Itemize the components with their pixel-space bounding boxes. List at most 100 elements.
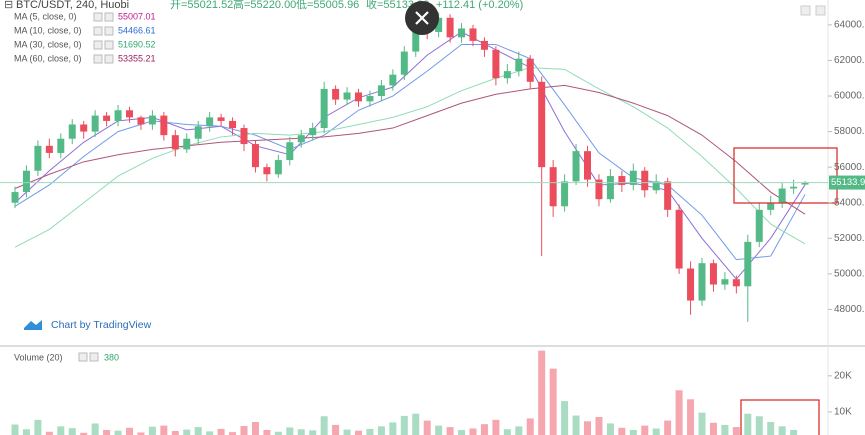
candle-body: [709, 263, 717, 285]
watermark[interactable]: Chart by TradingView: [51, 319, 152, 331]
candle-body: [755, 209, 763, 242]
y-tick-label: 48000.00: [834, 304, 865, 315]
remove-icon[interactable]: [89, 352, 99, 362]
volume-bar: [206, 431, 214, 435]
legend-remove[interactable]: [104, 54, 114, 64]
volume-bar: [458, 429, 466, 435]
volume-bar: [160, 425, 168, 435]
volume-bar: [183, 429, 191, 435]
volume-bar: [332, 424, 340, 435]
candle-body: [57, 138, 65, 153]
volume-bar: [114, 430, 122, 435]
volume-bar: [664, 420, 672, 435]
volume-bar: [194, 427, 202, 435]
volume-bar: [103, 429, 111, 435]
legend-remove[interactable]: [104, 26, 114, 36]
volume-bar: [11, 424, 19, 435]
candle-body: [732, 279, 740, 287]
candle-body: [492, 49, 500, 79]
window-icon[interactable]: [815, 5, 826, 16]
volume-bar: [80, 432, 88, 435]
candle-body: [572, 151, 580, 182]
volume-bar: [57, 426, 65, 435]
volume-bar: [709, 422, 717, 435]
volume-bar: [446, 427, 454, 435]
candle-body: [297, 135, 305, 143]
candle-body: [160, 115, 168, 136]
candle-body: [148, 115, 156, 125]
window-icon[interactable]: [800, 5, 811, 16]
volume-bar: [45, 431, 53, 435]
candle-body: [469, 28, 477, 41]
ma-line: [14, 43, 806, 261]
candle-body: [652, 181, 660, 191]
candle-body: [687, 268, 695, 301]
volume-bar: [68, 428, 76, 435]
candle-body: [355, 92, 362, 102]
ohlc-value: 低=55005.96: [296, 0, 359, 11]
volume-bar: [263, 429, 271, 435]
volume-bar: [744, 413, 752, 435]
y-tick-label: 62000.00: [834, 55, 865, 66]
candle-body: [790, 186, 798, 189]
candle-body: [171, 135, 179, 150]
candle-body: [389, 74, 397, 86]
legend-remove[interactable]: [104, 12, 114, 22]
volume-bar: [286, 427, 294, 435]
settings-icon[interactable]: [78, 352, 88, 362]
candle-body: [217, 117, 225, 121]
candle-body: [320, 88, 328, 129]
y-tick-label: 52000.00: [834, 233, 865, 244]
candle-body: [400, 51, 408, 75]
volume-bar: [675, 390, 683, 435]
volume-bar: [687, 399, 695, 435]
candle-body: [606, 176, 614, 200]
plot-area: [0, 10, 828, 435]
candle-body: [251, 144, 259, 168]
legend-settings[interactable]: [93, 54, 103, 64]
candle-body: [526, 58, 534, 82]
volume-title: Volume (20): [14, 352, 63, 362]
ohlc-value: 开=55021.52: [170, 0, 233, 11]
candle-body: [137, 117, 145, 125]
legend-remove[interactable]: [104, 40, 114, 50]
candle-body: [114, 110, 122, 121]
y-tick-label: 56000.00: [834, 162, 865, 173]
volume-bar: [469, 428, 477, 435]
ohlc-value: 高=55220.00: [233, 0, 296, 11]
legend-settings[interactable]: [93, 40, 103, 50]
volume-bar: [492, 419, 500, 435]
volume-bar: [355, 430, 362, 435]
volume-bar: [148, 426, 156, 435]
candle-body: [412, 24, 420, 52]
annotation-box: [733, 147, 838, 204]
legend-name: MA (60, close, 0): [14, 53, 82, 63]
volume-bar: [526, 418, 534, 435]
close-button[interactable]: [405, 1, 439, 35]
candle-body: [332, 88, 340, 100]
candle-body: [618, 176, 626, 185]
candle-body: [629, 170, 637, 185]
legend-settings[interactable]: [93, 26, 103, 36]
candle-body: [744, 241, 752, 287]
candle-body: [698, 263, 706, 301]
candle-body: [458, 28, 466, 38]
candle-body: [309, 128, 317, 136]
candle-body: [240, 128, 248, 145]
volume-bar: [251, 422, 259, 435]
candle-body: [595, 179, 603, 200]
candle-body: [641, 170, 649, 191]
ohlc-value: +112.41 (+0.20%): [436, 0, 523, 11]
collapse-icon[interactable]: ⊟: [4, 0, 13, 11]
volume-bar: [22, 429, 30, 435]
volume-bar: [240, 425, 248, 435]
candle-body: [664, 181, 672, 210]
tradingview-logo[interactable]: Chart by TradingView: [24, 319, 152, 331]
legend-settings[interactable]: [93, 12, 103, 22]
volume-bar: [343, 429, 351, 435]
volume-bar: [538, 350, 546, 435]
symbol-title: BTC/USDT, 240, Huobi: [16, 0, 129, 11]
volume-bar: [641, 425, 649, 435]
candle-body: [103, 115, 111, 121]
